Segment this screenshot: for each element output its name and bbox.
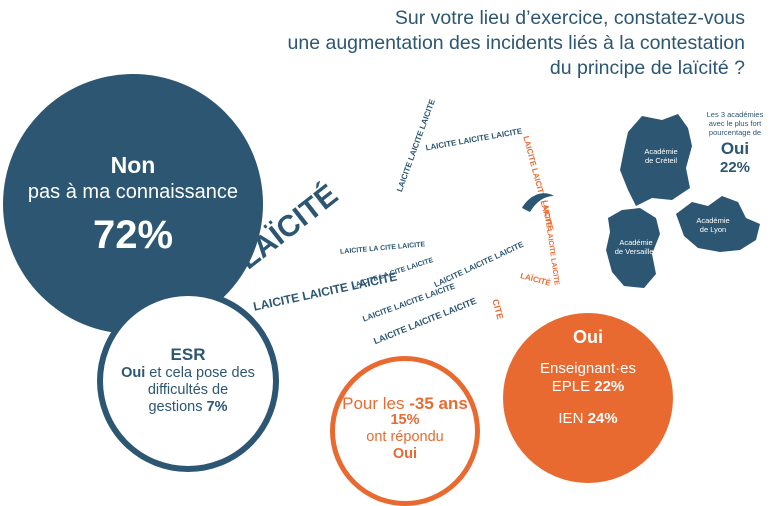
map-info-percent: 22% bbox=[719, 159, 751, 176]
under-35-group: -35 ans bbox=[409, 394, 468, 413]
cite-word: CITE bbox=[490, 298, 506, 321]
non-percent: 72% bbox=[92, 212, 174, 257]
oui-enseignants-label: Enseignant·es bbox=[540, 360, 636, 377]
under-35-text: ont répondu bbox=[366, 429, 444, 445]
esr-bubble: ESR Oui et cela pose des difficultés de … bbox=[97, 290, 279, 472]
esr-text-3: gestions bbox=[148, 399, 203, 415]
laicite-word: LAICITE LA CITE LAICITE bbox=[351, 256, 435, 291]
map-info-line-2: avec le plus fort bbox=[708, 119, 762, 128]
esr-label: ESR bbox=[170, 345, 206, 364]
map-info: Les 3 académies avec le plus fort pource… bbox=[700, 110, 770, 177]
map-info-line-3: pourcentage de bbox=[708, 128, 762, 137]
chart-title: Sur votre lieu d’exercice, constatez-vou… bbox=[245, 6, 745, 81]
map-info-line-1: Les 3 académies bbox=[706, 110, 764, 119]
title-line-2: une augmentation des incidents liés à la… bbox=[287, 32, 745, 54]
title-line-3: du principe de laïcité ? bbox=[549, 57, 745, 79]
map-info-oui: Oui bbox=[720, 139, 750, 158]
non-sublabel: pas à ma connaissance bbox=[27, 180, 239, 203]
oui-eple-percent: 22% bbox=[594, 378, 625, 395]
esr-oui: Oui bbox=[121, 365, 146, 381]
academie-lyon-label: Académie de Lyon bbox=[696, 216, 730, 234]
under-35-bubble: Pour les -35 ans 15% ont répondu Oui bbox=[330, 356, 480, 506]
under-35-percent: 15% bbox=[390, 412, 420, 428]
academie-lyon-shape bbox=[676, 196, 760, 252]
non-bubble: Non pas à ma connaissance 72% bbox=[3, 74, 263, 334]
oui-ien-label: IEN bbox=[558, 410, 584, 427]
oui-ien-percent: 24% bbox=[587, 410, 618, 427]
oui-eple-label: EPLE bbox=[551, 378, 591, 395]
eye-icon bbox=[522, 193, 554, 212]
under-35-line-1: Pour les -35 ans bbox=[342, 395, 468, 412]
laicite-word: LAICITE LA CITE LAICITE bbox=[339, 241, 426, 256]
laicite-word: LAICITE LAICITE LAICITE bbox=[432, 239, 526, 290]
academie-creteil-shape bbox=[620, 114, 692, 206]
oui-ien-line: IEN 24% bbox=[558, 410, 617, 428]
under-35-prefix: Pour les bbox=[342, 394, 405, 413]
oui-label: Oui bbox=[573, 327, 603, 347]
laicite-word: LAÏCITÉ bbox=[519, 271, 552, 288]
academies-map bbox=[606, 114, 760, 288]
esr-line-1: Oui et cela pose des bbox=[121, 365, 255, 382]
academie-versailles-label: Académie de Versailles bbox=[614, 238, 658, 256]
oui-bubble: Oui Enseignant·es EPLE 22% IEN 24% bbox=[503, 313, 673, 483]
oui-eple-line: EPLE 22% bbox=[552, 378, 625, 396]
under-35-answer: Oui bbox=[392, 446, 418, 462]
esr-percent: 7% bbox=[206, 399, 228, 415]
laicite-word: LAICITE LAICITE LAICITE bbox=[372, 295, 478, 347]
title-line-1: Sur votre lieu d’exercice, constatez-vou… bbox=[394, 7, 745, 29]
esr-line-3: gestions 7% bbox=[148, 399, 227, 416]
esr-text-2: difficultés de bbox=[147, 382, 229, 398]
academie-creteil-label: Académie de Créteil bbox=[644, 147, 678, 165]
laicite-word: LAICITE LAICITE LAICITE bbox=[424, 126, 523, 153]
esr-text-1: et cela pose des bbox=[149, 365, 255, 381]
non-label: Non bbox=[110, 151, 156, 178]
academie-versailles-shape bbox=[606, 208, 660, 288]
